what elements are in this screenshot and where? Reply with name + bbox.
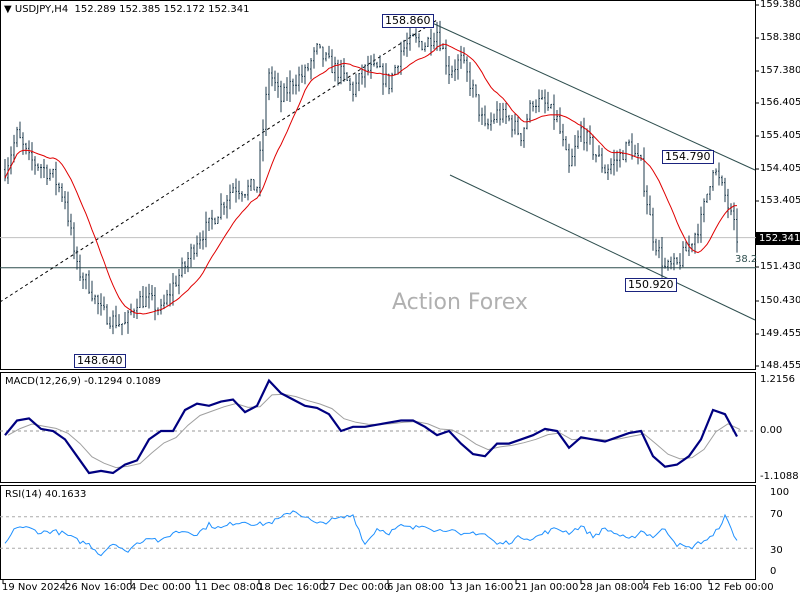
macd-title: MACD(12,26,9) -0.1294 0.1089 [5, 376, 161, 387]
price-tick: 155.405 [760, 130, 800, 141]
time-tick: 12 Feb 00:00 [708, 582, 774, 593]
channel-upper-line [429, 21, 756, 171]
price-tick: 156.405 [760, 97, 800, 108]
time-tick: 26 Nov 16:00 [65, 582, 133, 593]
time-tick: 21 Jan 00:00 [515, 582, 579, 593]
time-tick: 19 Nov 2024 [2, 582, 67, 593]
rsi-tick: 30 [770, 545, 783, 556]
time-tick: 11 Dec 08:00 [195, 582, 263, 593]
rsi-tick: 0 [770, 566, 777, 577]
time-tick: 4 Dec 00:00 [130, 582, 191, 593]
price-tick: 149.455 [760, 328, 800, 339]
swing-high-label: 154.790 [662, 150, 714, 164]
price-tick: 150.430 [760, 295, 800, 306]
low-label: 150.920 [625, 278, 677, 292]
macd-main-line [4, 378, 738, 475]
time-tick: 4 Feb 16:00 [643, 582, 703, 593]
rsi-tick: 70 [770, 509, 783, 520]
rsi-tick: 100 [770, 487, 790, 498]
time-tick: 28 Jan 08:00 [580, 582, 644, 593]
price-tick: 159.380 [760, 0, 800, 10]
price-tick: 153.405 [760, 195, 800, 206]
symbol-label: USDJPY,H4 [14, 4, 69, 15]
price-tick: 148.455 [760, 360, 800, 371]
price-tick: 157.380 [760, 65, 800, 76]
fib-label: 38.2 [735, 254, 758, 265]
price-tick: 158.380 [760, 32, 800, 43]
ohlc-readout: 152.289 152.385 152.172 152.341 [74, 4, 250, 15]
channel-lower-line [449, 174, 756, 321]
uptrend-line [0, 19, 438, 303]
macd-panel [0, 372, 756, 483]
time-tick: 13 Jan 16:00 [450, 582, 514, 593]
chart-title: ▼ USDJPY,H4 152.289 152.385 152.172 152.… [4, 4, 250, 15]
moving-average-line [4, 43, 738, 315]
price-tick: 154.405 [760, 163, 800, 174]
dropdown-triangle-icon[interactable]: ▼ [4, 4, 12, 15]
macd-tick: 1.2156 [760, 374, 795, 385]
time-tick: 6 Jan 08:00 [387, 582, 444, 593]
high-label: 158.860 [382, 14, 434, 28]
rsi-title: RSI(14) 40.1633 [5, 489, 87, 500]
macd-tick: -1.1088 [760, 471, 799, 482]
macd-tick: 0.00 [760, 425, 783, 436]
current-price-label: 152.341 [756, 232, 800, 245]
time-tick: 18 Dec 16:00 [258, 582, 326, 593]
low-label-2: 148.640 [74, 354, 126, 368]
price-panel [0, 0, 756, 370]
time-tick: 27 Dec 00:00 [323, 582, 391, 593]
rsi-panel [0, 485, 756, 580]
rsi-line [4, 510, 738, 557]
watermark: Action Forex [392, 290, 528, 315]
price-tick: 151.430 [760, 261, 800, 272]
